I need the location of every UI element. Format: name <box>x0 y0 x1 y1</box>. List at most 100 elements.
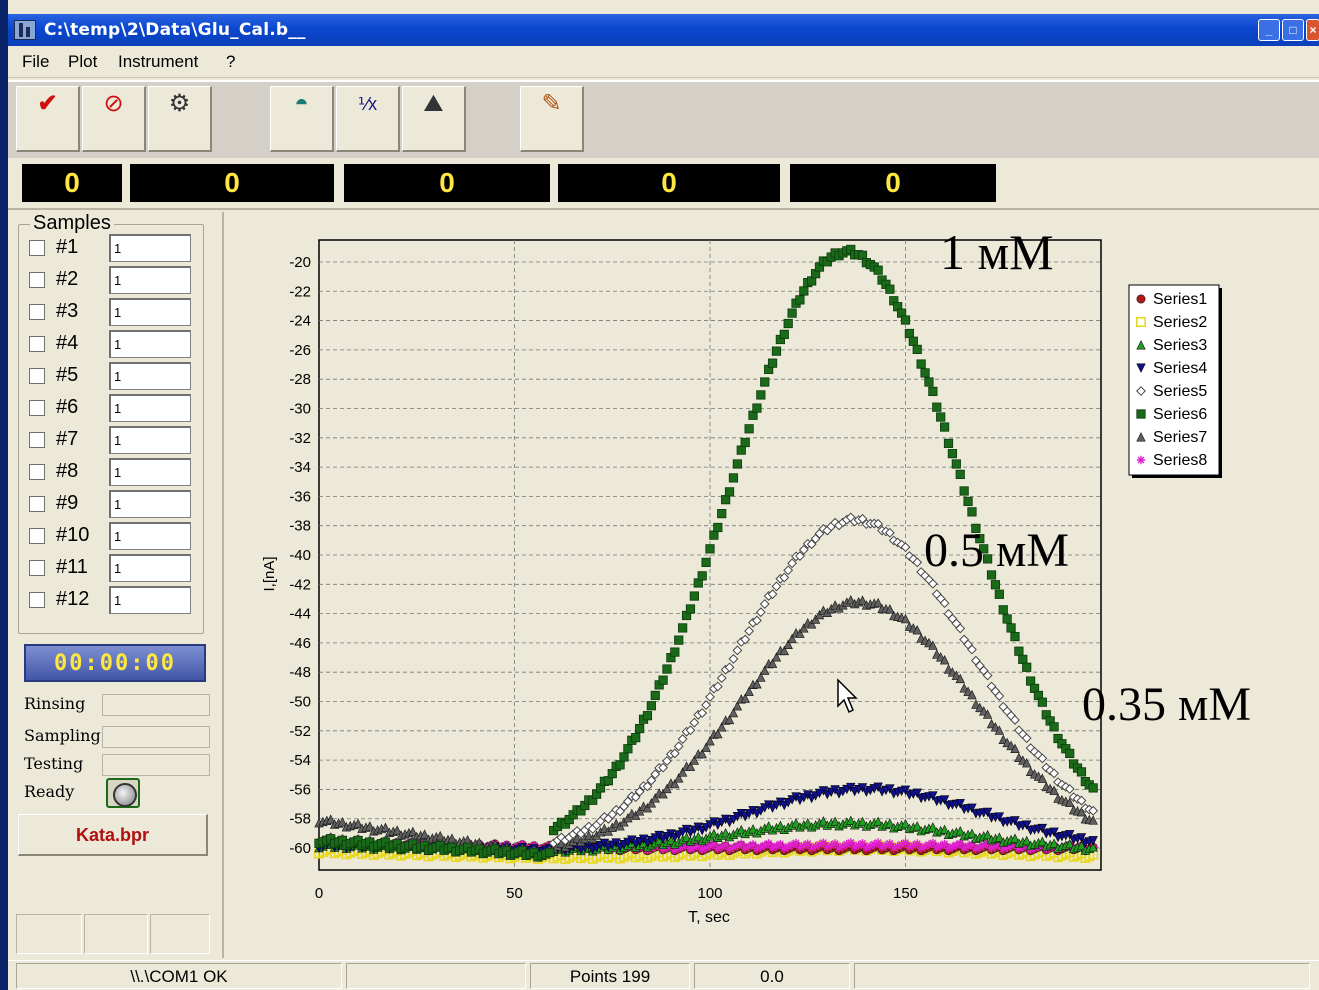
menu-instrument[interactable]: Instrument <box>118 52 199 71</box>
sample-count-input[interactable]: 1 <box>109 426 191 454</box>
data-point <box>784 842 793 851</box>
settings-button[interactable]: ⚙ <box>148 86 212 152</box>
sample-label: #1 <box>56 236 79 258</box>
sample-checkbox[interactable] <box>29 592 45 608</box>
data-point <box>955 799 965 809</box>
data-point <box>353 818 363 828</box>
chart[interactable]: -20 -22 -24 -26 -28 -30 -32 -34 -36 -38 -40 -42 -44 -… <box>224 212 1319 958</box>
sample-label: #4 <box>56 332 79 354</box>
data-point <box>806 619 817 629</box>
ready-led-icon <box>106 778 140 808</box>
testing-row: Testing <box>24 752 214 778</box>
sample-count-input[interactable]: 1 <box>109 362 191 390</box>
data-point <box>744 424 754 434</box>
data-point <box>928 838 938 848</box>
sample-checkbox[interactable] <box>29 304 45 320</box>
data-point <box>689 717 700 728</box>
data-point <box>767 358 778 368</box>
run-button[interactable]: ✔ <box>16 86 80 152</box>
data-point <box>732 700 743 711</box>
mini-panel-3 <box>150 914 210 954</box>
y-tick-label: -40 <box>289 547 311 564</box>
sample-count-input[interactable]: 1 <box>109 330 191 358</box>
data-point <box>920 368 930 378</box>
clear-button[interactable]: ✎ <box>520 86 584 152</box>
sample-row: #4 1 <box>26 330 201 358</box>
sample-checkbox[interactable] <box>29 464 45 480</box>
calibrate-button[interactable]: ◓ <box>270 86 334 152</box>
legend: Series1 Series2 Series3 Series4 Series5 Serie… <box>1128 284 1222 478</box>
mini-panel-1 <box>16 914 82 954</box>
minimize-button[interactable]: _ <box>1258 19 1280 41</box>
sample-checkbox[interactable] <box>29 432 45 448</box>
sample-count-input[interactable]: 1 <box>109 522 191 550</box>
data-point <box>783 318 793 329</box>
sample-count-input[interactable]: 1 <box>109 266 191 294</box>
chart-button[interactable]: ⛰ <box>402 86 466 152</box>
menu-help[interactable]: ? <box>226 52 236 71</box>
y-tick-label: -52 <box>289 723 311 740</box>
menu-file[interactable]: File <box>22 52 50 71</box>
data-point <box>658 675 668 685</box>
sample-count-input[interactable]: 1 <box>109 490 191 518</box>
data-point <box>870 840 879 849</box>
data-point <box>830 816 840 826</box>
data-point <box>862 843 871 852</box>
sample-count-input[interactable]: 1 <box>109 298 191 326</box>
data-point <box>650 769 661 780</box>
data-point <box>545 847 555 858</box>
maximize-button[interactable]: □ <box>1282 19 1304 41</box>
data-point <box>1022 835 1032 846</box>
data-point <box>952 840 961 850</box>
data-point <box>912 788 922 799</box>
sample-checkbox[interactable] <box>29 368 45 384</box>
project-button[interactable]: Kata.bpr <box>18 814 208 856</box>
plot-area[interactable]: -20 -22 -24 -26 -28 -30 -32 -34 -36 -38 -40 -42 -44 -… <box>222 212 1319 958</box>
data-point <box>1065 748 1075 759</box>
sampling-label: Sampling <box>24 726 101 745</box>
sample-checkbox[interactable] <box>29 240 45 256</box>
data-point <box>697 571 707 581</box>
stop-button[interactable]: ⊘ <box>82 86 146 152</box>
app-icon <box>14 20 36 40</box>
data-point <box>983 554 993 564</box>
data-point <box>756 672 766 682</box>
data-point <box>724 714 735 725</box>
sample-checkbox[interactable] <box>29 336 45 352</box>
data-point <box>798 544 809 555</box>
data-point <box>760 665 770 675</box>
sample-count-input[interactable]: 1 <box>109 458 191 486</box>
sample-checkbox[interactable] <box>29 560 45 576</box>
sample-count-input[interactable]: 1 <box>109 586 191 614</box>
sample-checkbox[interactable] <box>29 272 45 288</box>
data-point <box>944 844 953 853</box>
data-point <box>337 817 348 827</box>
data-point <box>815 840 824 849</box>
toolbar: ✔ ⊘ ⚙ ◓ ⅟x ⛰ ✎ <box>8 80 1319 158</box>
y-tick-label: -44 <box>289 606 311 623</box>
title-bar[interactable]: C:\temp\2\Data\Glu_Cal.b__ _ □ × <box>8 14 1319 46</box>
data-point <box>744 626 755 636</box>
y-tick-label: -58 <box>289 811 311 828</box>
data-point <box>1002 614 1012 624</box>
data-point <box>889 843 898 853</box>
data-point <box>904 551 915 561</box>
sample-count-input[interactable]: 1 <box>109 554 191 582</box>
data-point <box>713 728 723 739</box>
sample-row: #12 1 <box>26 586 201 614</box>
data-point <box>772 841 781 851</box>
y-tick-label: -28 <box>289 371 311 388</box>
close-button[interactable]: × <box>1306 19 1319 41</box>
sample-checkbox[interactable] <box>29 496 45 512</box>
sample-checkbox[interactable] <box>29 400 45 416</box>
sample-count-input[interactable]: 1 <box>109 394 191 422</box>
scale-button[interactable]: ⅟x <box>336 86 400 152</box>
sample-row: #1 1 <box>26 234 201 262</box>
sample-checkbox[interactable] <box>29 528 45 544</box>
menu-plot[interactable]: Plot <box>68 52 98 71</box>
data-point <box>1010 632 1020 642</box>
data-point <box>634 786 645 797</box>
data-point <box>783 565 794 576</box>
sample-count-input[interactable]: 1 <box>109 234 191 262</box>
data-point <box>634 806 645 816</box>
